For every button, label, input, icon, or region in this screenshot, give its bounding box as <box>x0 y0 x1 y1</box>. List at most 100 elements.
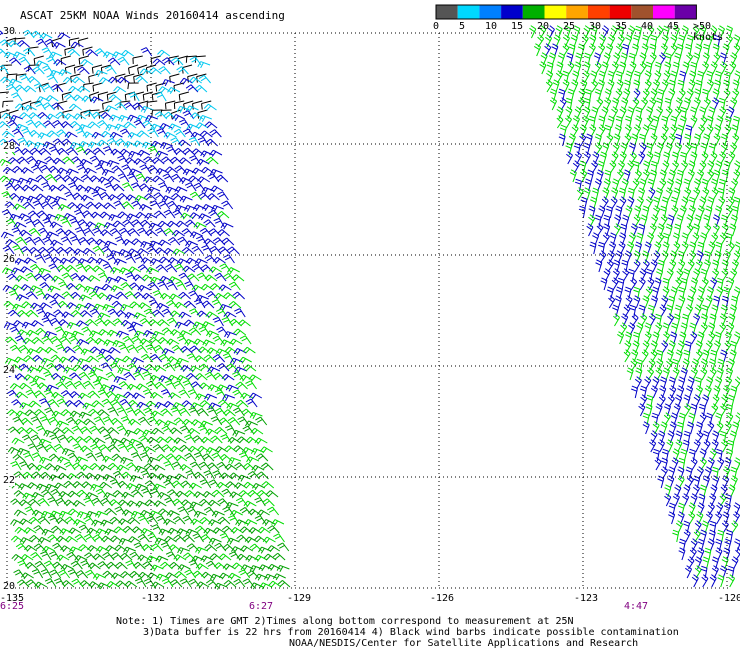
wind-barb <box>120 456 134 464</box>
wind-barb <box>134 194 148 202</box>
wind-barb <box>19 537 33 545</box>
wind-barb <box>45 94 59 102</box>
wind-barb <box>83 533 96 543</box>
wind-barb <box>201 186 215 194</box>
wind-barb <box>152 444 165 453</box>
wind-barb <box>690 457 698 471</box>
wind-barb <box>596 169 604 183</box>
wind-barb <box>166 281 178 291</box>
wind-barb <box>682 61 690 75</box>
wind-barb <box>567 88 575 102</box>
wind-barb <box>166 338 180 346</box>
wind-barb <box>82 380 95 390</box>
wind-barb <box>176 105 190 113</box>
wind-barb <box>229 357 243 365</box>
wind-barb <box>80 59 94 66</box>
wind-barb <box>713 133 721 147</box>
wind-barb <box>719 232 727 246</box>
wind-barb <box>124 73 135 83</box>
wind-barb <box>75 320 89 328</box>
wind-barb <box>161 425 174 435</box>
wind-barb <box>200 555 214 563</box>
wind-barb <box>54 363 68 372</box>
wind-barb <box>673 187 681 201</box>
wind-barb <box>649 439 657 453</box>
wind-barb <box>669 385 677 399</box>
wind-barb <box>629 61 637 75</box>
wind-barb <box>189 155 201 165</box>
wind-barb <box>38 267 51 275</box>
wind-barb <box>13 569 26 579</box>
wind-barb <box>139 164 151 174</box>
wind-barb <box>0 39 12 48</box>
wind-barb <box>174 186 188 194</box>
wind-barb <box>7 389 20 399</box>
wind-barb <box>33 236 46 246</box>
wind-barb <box>29 535 42 543</box>
wind-barb <box>62 330 75 338</box>
wind-barb <box>173 147 187 156</box>
wind-barb <box>203 219 216 228</box>
wind-barb <box>56 147 70 156</box>
wind-barb <box>89 330 103 338</box>
wind-barb <box>698 124 706 138</box>
wind-barb <box>612 304 620 318</box>
wind-barb <box>256 489 270 498</box>
wind-barb <box>124 580 138 588</box>
wind-barb <box>209 245 222 255</box>
wind-barb <box>23 355 36 363</box>
wind-barb <box>580 169 588 183</box>
wind-barb <box>197 346 211 354</box>
wind-barb <box>617 277 625 291</box>
wind-barb <box>41 182 53 192</box>
wind-barb <box>693 394 701 408</box>
wind-barb <box>665 187 673 201</box>
wind-barb <box>39 398 51 408</box>
legend-label: 0 <box>433 21 440 32</box>
wind-barb <box>707 538 715 552</box>
wind-barb <box>201 244 213 255</box>
wind-barb <box>198 382 212 390</box>
wind-barb <box>40 357 54 365</box>
wind-barb <box>17 560 29 570</box>
wind-barb <box>116 406 128 417</box>
wind-barb <box>114 276 128 284</box>
wind-barb <box>55 535 69 543</box>
wind-barb <box>227 436 241 444</box>
wind-barb <box>133 119 146 129</box>
wind-barb <box>72 76 85 84</box>
wind-barb <box>683 430 691 444</box>
wind-barb <box>133 291 146 300</box>
wind-barb <box>641 43 649 57</box>
wind-barb <box>201 300 215 309</box>
wind-barb <box>216 384 230 392</box>
wind-barb <box>37 516 51 525</box>
wind-barb <box>716 115 724 129</box>
wind-barb <box>219 263 232 273</box>
wind-barb <box>126 383 140 391</box>
wind-barb <box>215 348 229 356</box>
wind-barb <box>157 49 171 57</box>
wind-barb <box>667 394 675 408</box>
wind-barb <box>5 218 18 228</box>
wind-barb <box>60 217 72 228</box>
wind-barb <box>59 375 73 383</box>
wind-barb <box>728 484 736 498</box>
wind-barb <box>108 499 122 507</box>
wind-barb <box>693 52 701 66</box>
wind-barb <box>0 48 9 57</box>
legend-swatch <box>501 5 523 19</box>
wind-barb <box>46 130 60 138</box>
wind-barb <box>106 137 120 147</box>
wind-barb <box>672 493 680 507</box>
wind-barb <box>642 205 650 219</box>
wind-barb <box>133 408 146 417</box>
wind-barb <box>592 187 600 201</box>
wind-barb <box>52 427 66 435</box>
wind-barb <box>14 335 27 345</box>
wind-barb <box>16 310 30 318</box>
wind-barb <box>680 367 688 381</box>
wind-barb <box>25 309 39 318</box>
wind-barb <box>86 527 100 535</box>
wind-barb <box>690 61 698 75</box>
